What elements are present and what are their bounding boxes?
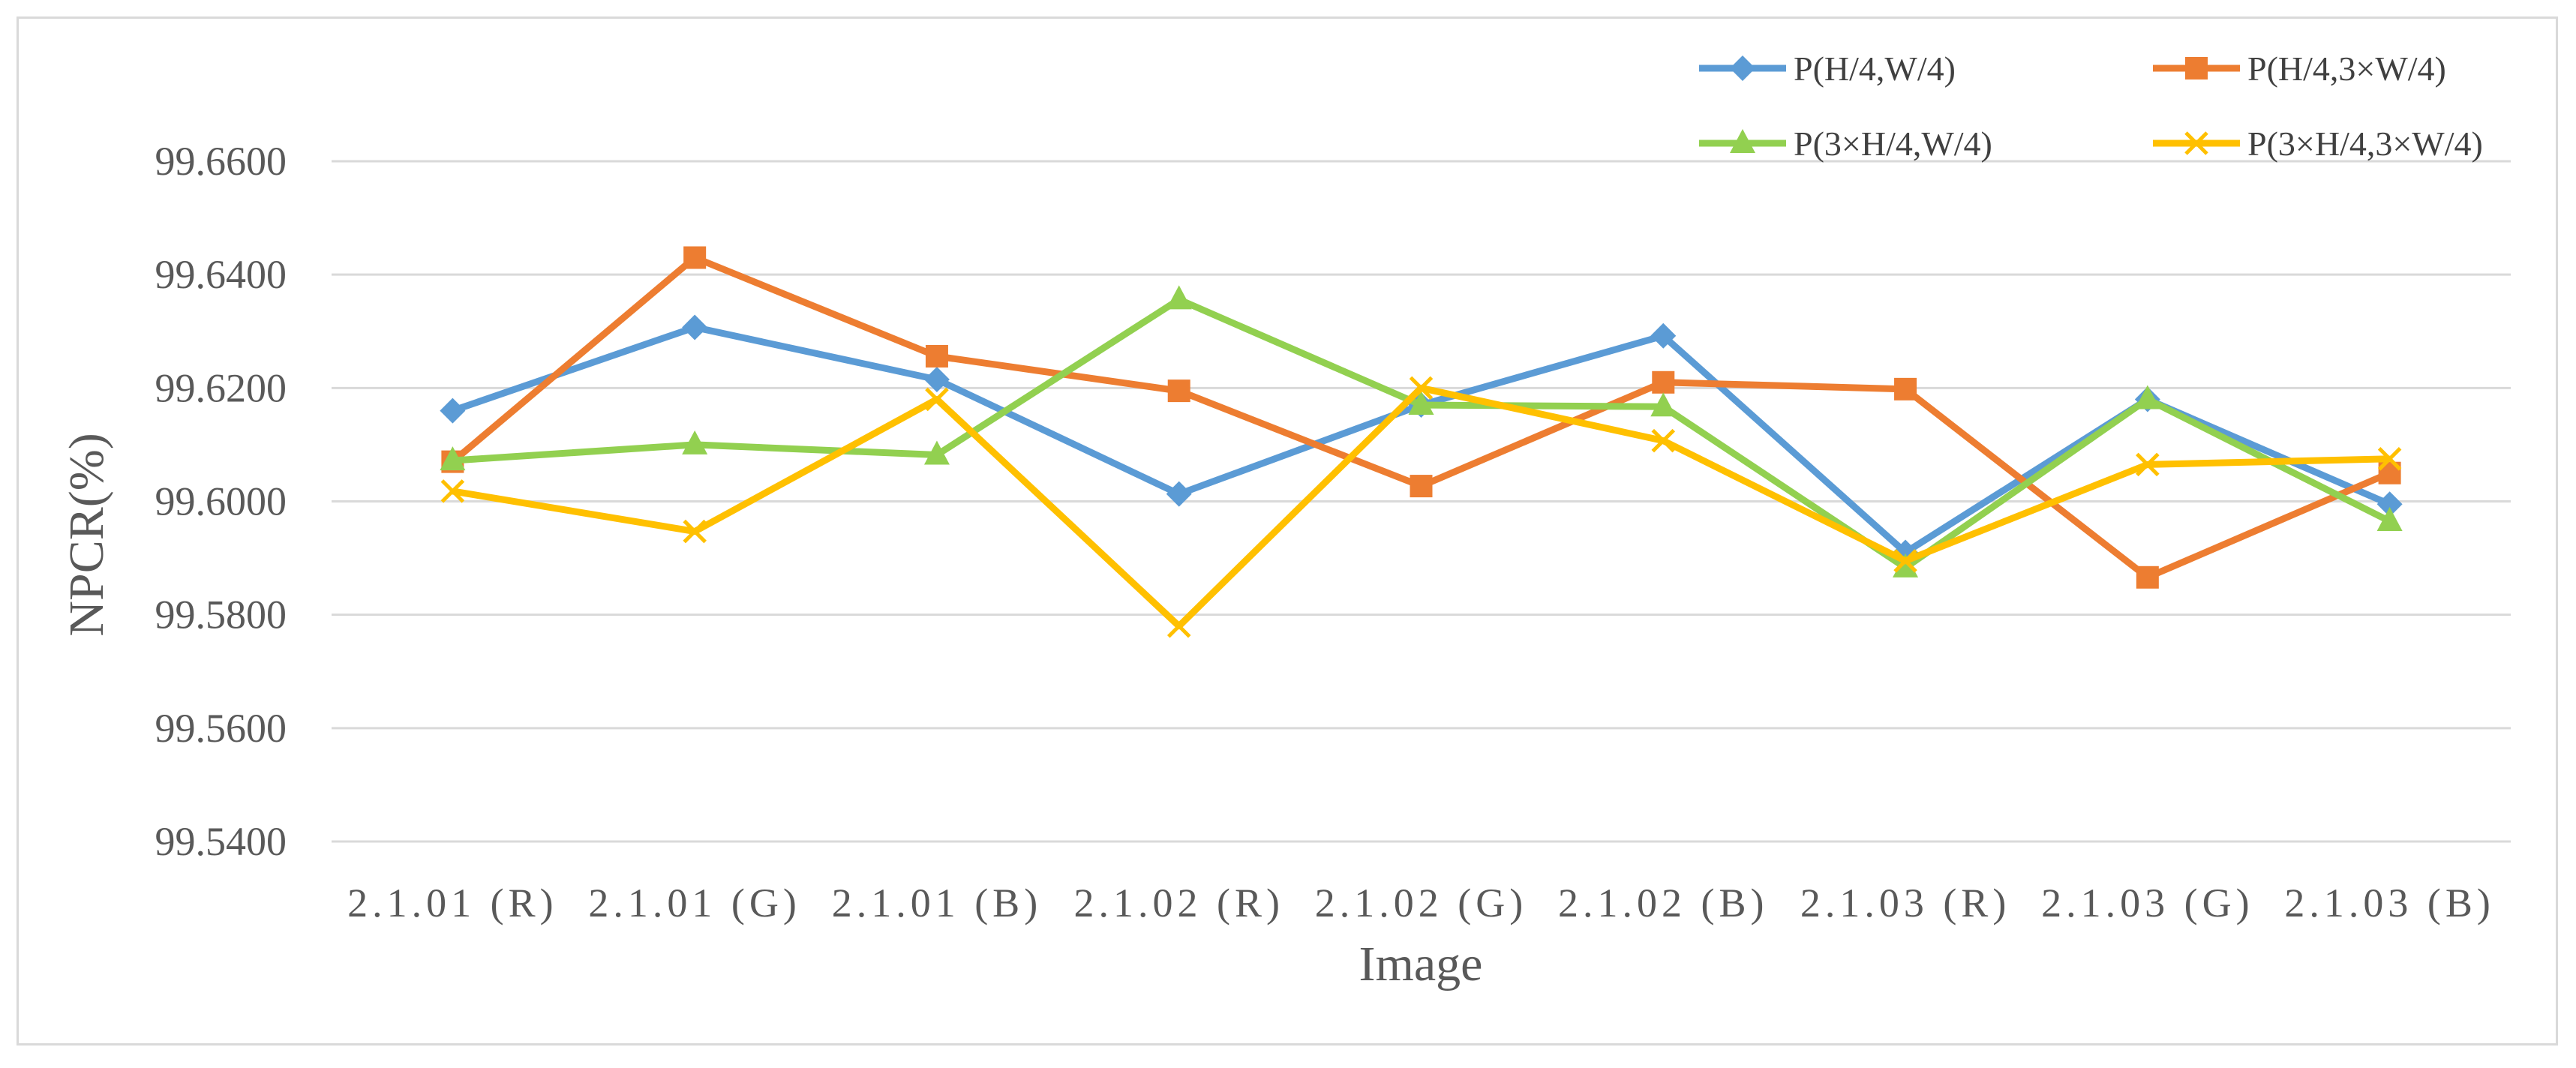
x-tick-label: 2.1.02 (B) [1558,880,1768,926]
data-point [1410,475,1433,498]
gridlines [332,160,2511,843]
data-point [2136,452,2160,477]
data-point [1408,391,1434,416]
y-tick-label: 99.5600 [155,706,287,751]
x-tick-label: 2.1.02 (G) [1315,880,1527,926]
legend-item: P(H/4,3×W/4) [2153,50,2446,88]
data-point [683,246,707,269]
data-point [2134,385,2160,410]
legend-label: P(3×H/4,W/4) [1794,124,1992,163]
data-point [440,398,466,424]
data-point [923,366,950,392]
data-point [1893,549,1917,573]
y-tick-label: 99.6000 [155,479,287,524]
data-point [1894,377,1917,400]
x-tick-label: 2.1.01 (R) [347,880,557,926]
legend-marker [2185,57,2208,80]
x-tick-label: 2.1.03 (G) [2041,880,2253,926]
series-line-1 [451,323,2391,556]
x-axis-ticks: 2.1.01 (R) 2.1.01 (G) 2.1.01 (B) 2.1.02 (R)… [347,880,2494,926]
data-point [2376,491,2403,518]
series-lines [440,246,2403,638]
x-tick-label: 2.1.01 (B) [832,880,1042,926]
legend-marker [1730,56,1755,81]
legend-marker [2184,131,2208,155]
legend-item: P(3×H/4,W/4) [1699,124,1992,163]
data-point [1166,614,1191,638]
x-tick-label: 2.1.02 (R) [1073,880,1283,926]
legend: P(H/4,W/4) P(H/4,3×W/4) P(3×H/4,W/4) P(3×H/… [1699,50,2483,163]
legend-label: P(H/4,3×W/4) [2247,50,2446,88]
data-point [1166,481,1192,507]
y-tick-label: 99.6200 [155,365,287,410]
data-point [2377,447,2402,471]
x-axis-title: Image [1359,937,1483,992]
data-point [440,446,466,471]
data-point [1652,370,1675,394]
data-point [925,345,948,368]
x-tick-label: 2.1.01 (G) [588,880,800,926]
data-point [1167,380,1190,403]
data-point [682,430,708,454]
data-point [925,387,949,412]
data-point [1893,553,1919,578]
data-point [2136,566,2159,589]
chart-frame: 99.5400 99.5600 99.5800 99.6000 99.6200 99.64… [17,16,2558,1046]
data-point [440,479,465,503]
legend-marker [1730,129,1755,153]
y-tick-label: 99.5800 [155,592,287,638]
y-axis-ticks: 99.5400 99.5600 99.5800 99.6000 99.6200 99.64… [155,139,287,864]
legend-label: P(3×H/4,3×W/4) [2247,124,2483,163]
data-point [1650,322,1677,349]
y-tick-label: 99.5400 [155,819,287,864]
data-point [2376,506,2403,531]
legend-label: P(H/4,W/4) [1794,50,1956,88]
data-point [1651,428,1676,453]
data-point [923,440,950,465]
series-line-4 [452,384,2390,630]
data-point [1409,376,1434,400]
legend-item: P(3×H/4,3×W/4) [2153,124,2483,163]
y-tick-label: 99.6600 [155,139,287,184]
y-axis-title: NPCR(%) [59,433,114,636]
y-tick-label: 99.6400 [155,252,287,297]
legend-item: P(H/4,W/4) [1699,50,1956,88]
data-point [683,519,707,544]
data-point [1166,285,1192,310]
data-point [1650,392,1677,417]
npcr-line-chart: 99.5400 99.5600 99.5800 99.6000 99.6200 99.64… [59,50,2511,992]
x-tick-label: 2.1.03 (R) [1800,880,2010,926]
x-tick-label: 2.1.03 (B) [2284,880,2494,926]
data-point [682,314,708,340]
